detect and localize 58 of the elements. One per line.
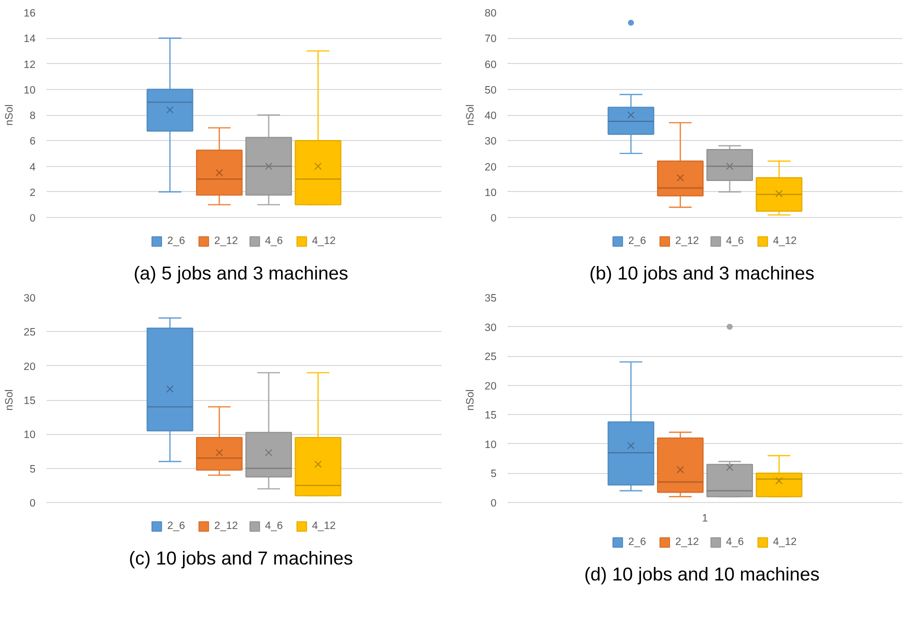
- y-tick-label: 30: [484, 136, 497, 148]
- y-tick-label: 10: [484, 186, 497, 199]
- y-tick-label: 20: [484, 161, 497, 174]
- legend-label: 4_12: [773, 234, 797, 246]
- y-axis-title: nSol: [464, 104, 477, 126]
- y-tick-label: 60: [484, 58, 497, 71]
- y-tick-label: 5: [30, 463, 36, 476]
- y-tick-label: 5: [490, 468, 497, 480]
- y-tick-label: 2: [30, 186, 36, 199]
- y-axis-title: nSol: [464, 389, 477, 411]
- y-tick-label: 10: [484, 438, 497, 451]
- legend-label: 2_6: [628, 536, 648, 548]
- y-tick-label: 8: [30, 110, 36, 122]
- y-tick-label: 12: [24, 58, 36, 71]
- legend-label: 4_6: [265, 520, 284, 532]
- y-tick-label: 10: [24, 84, 36, 96]
- legend-label: 2_6: [628, 234, 648, 246]
- legend-label: 2_6: [167, 520, 186, 532]
- y-tick-label: 20: [484, 380, 497, 392]
- legend-label: 4_6: [265, 234, 284, 246]
- text: (c) 10 jobs and 7 machines: [128, 548, 353, 568]
- y-tick-label: 0: [490, 498, 497, 510]
- legend-label: 2_12: [214, 234, 238, 246]
- text: (b) 10 jobs and 3 machines: [589, 262, 814, 284]
- y-tick-label: 14: [24, 33, 36, 46]
- legend-label: 2_12: [675, 536, 699, 548]
- y-tick-label: 30: [484, 322, 497, 334]
- y-tick-label: 0: [30, 212, 36, 224]
- x-tick-label: 1: [702, 512, 708, 524]
- y-axis-title: nSol: [4, 104, 16, 126]
- legend-label: 2_6: [167, 234, 186, 246]
- y-tick-label: 25: [24, 326, 36, 339]
- legend-label: 4_6: [726, 234, 745, 246]
- y-tick-label: 25: [484, 351, 497, 364]
- legend-label: 2_12: [675, 234, 699, 246]
- y-tick-label: 15: [24, 395, 36, 407]
- y-tick-label: 6: [30, 136, 36, 148]
- text: (a) 5 jobs and 3 machines: [134, 262, 348, 284]
- y-tick-label: 80: [484, 8, 497, 20]
- y-tick-label: 4: [30, 161, 36, 174]
- y-tick-label: 0: [490, 212, 497, 224]
- y-tick-label: 70: [484, 33, 497, 46]
- legend-label: 4_12: [312, 520, 336, 532]
- y-tick-label: 30: [24, 292, 36, 304]
- y-tick-label: 15: [484, 410, 497, 422]
- y-axis-title: nSol: [4, 389, 16, 411]
- y-tick-label: 20: [24, 360, 36, 373]
- legend-label: 2_12: [214, 520, 238, 532]
- y-tick-label: 40: [484, 110, 497, 122]
- legend-label: 4_6: [726, 536, 745, 548]
- y-tick-label: 10: [24, 429, 36, 442]
- legend-label: 4_12: [312, 234, 336, 246]
- y-tick-label: 0: [30, 498, 36, 510]
- y-tick-label: 16: [24, 8, 36, 20]
- legend-label: 4_12: [773, 536, 797, 548]
- y-tick-label: 35: [484, 292, 497, 304]
- y-tick-label: 50: [484, 84, 497, 96]
- text: (d) 10 jobs and 10 machines: [584, 564, 820, 584]
